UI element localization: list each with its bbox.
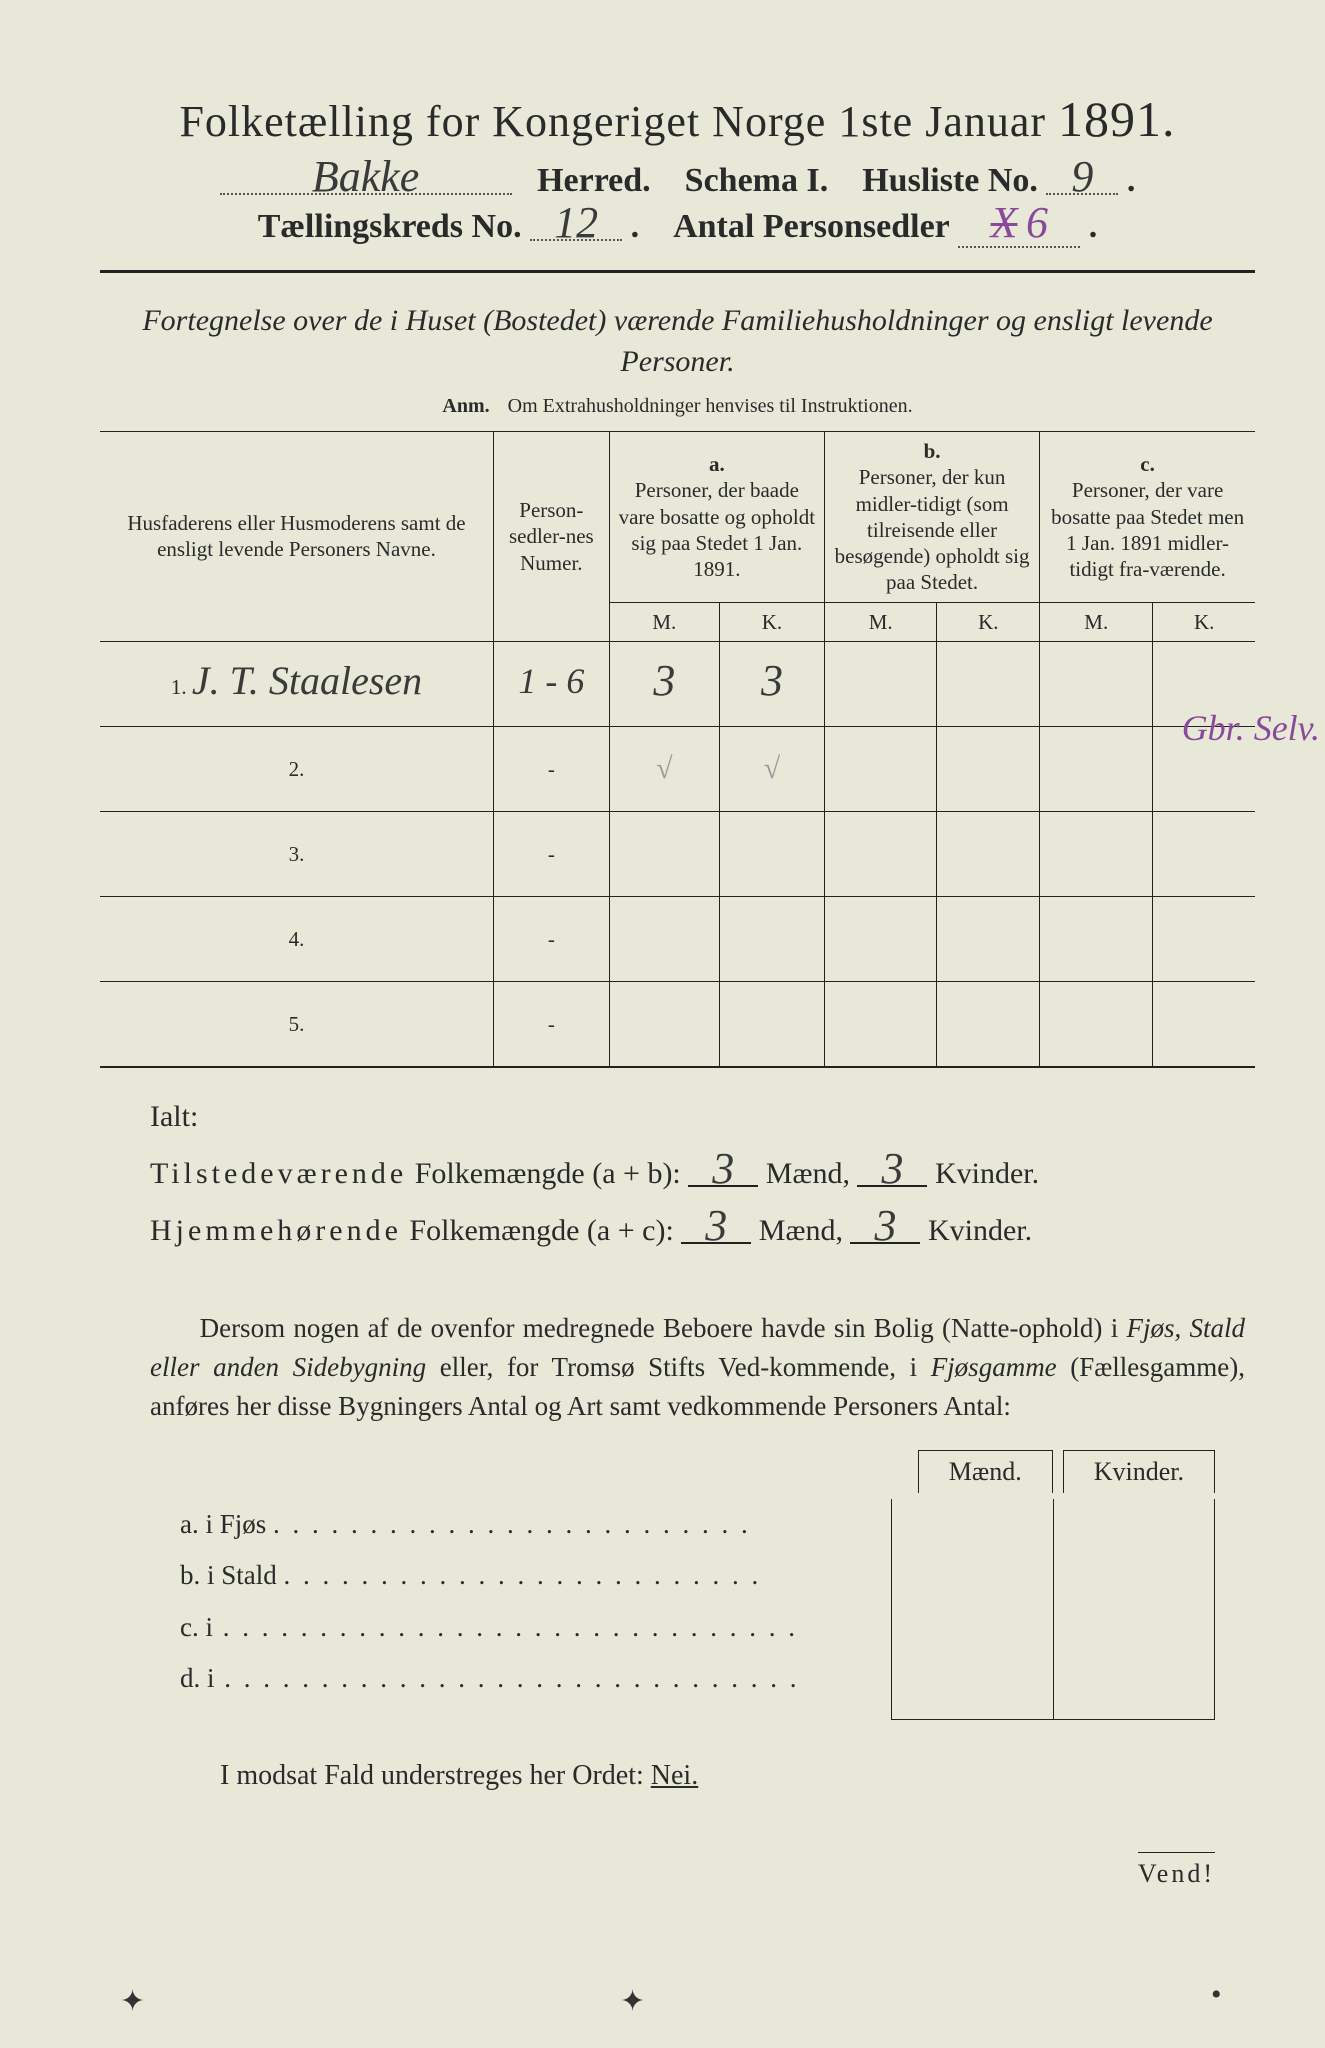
main-title: Folketælling for Kongeriget Norge 1ste J…	[100, 90, 1255, 148]
col-name: Husfaderens eller Husmoderens samt de en…	[100, 432, 493, 642]
subtitle: Fortegnelse over de i Huset (Bostedet) v…	[140, 301, 1215, 382]
mk-maend: Mænd.	[918, 1450, 1053, 1493]
col-b-m: M.	[824, 602, 936, 641]
schema-label: Schema I.	[685, 162, 829, 199]
row-am: 3	[609, 641, 719, 726]
col-a-k: K.	[719, 602, 824, 641]
husliste-value: 9	[1046, 162, 1118, 195]
line-kreds: Tællingskreds No. 12 . Antal Personsedle…	[100, 208, 1255, 248]
col-c: c. Personer, der vare bosatte paa Stedet…	[1040, 432, 1255, 603]
row-bk	[937, 641, 1040, 726]
totals-line-2: Hjemmehørende Folkemængde (a + c): 3 Mæn…	[150, 1202, 1255, 1259]
col-c-k: K.	[1153, 602, 1255, 641]
v2m: 3	[681, 1211, 751, 1244]
antal-value: 6	[1026, 198, 1048, 247]
totals-block: Ialt: Tilstedeværende Folkemængde (a + b…	[150, 1088, 1255, 1259]
table-row: 4. -	[100, 896, 1255, 981]
totals-line-1: Tilstedeværende Folkemængde (a + b): 3 M…	[150, 1145, 1255, 1202]
anm-text: Om Extrahusholdninger henvises til Instr…	[508, 395, 913, 417]
row-bm	[824, 641, 936, 726]
title-year: 1891.	[1058, 91, 1176, 147]
corner-mark-icon: •	[1211, 1978, 1235, 2002]
husliste-label: Husliste No.	[862, 162, 1038, 199]
antal-strike: X	[991, 198, 1018, 247]
herred-label: Herred.	[537, 162, 651, 199]
col-a-m: M.	[609, 602, 719, 641]
v2k: 3	[850, 1211, 920, 1244]
col-b-k: K.	[937, 602, 1040, 641]
anm-bold: Anm.	[442, 395, 489, 417]
paragraph: Dersom nogen af de ovenfor medregnede Be…	[150, 1309, 1245, 1426]
mk-header: Mænd. Kvinder.	[100, 1450, 1215, 1493]
nei-line: I modsat Fald understreges her Ordet: Ne…	[220, 1760, 1255, 1792]
mk-grid	[891, 1499, 1215, 1720]
margin-note: Gbr. Selv.	[1182, 707, 1320, 749]
row-ak: 3	[719, 641, 824, 726]
mk-kvinder: Kvinder.	[1063, 1450, 1215, 1493]
col-b: b. Personer, der kun midler-tidigt (som …	[824, 432, 1039, 603]
corner-mark-icon: ✦	[120, 1984, 144, 2008]
table-row: 1. J. T. Staalesen 1 - 6 3 3	[100, 641, 1255, 726]
divider-rule	[100, 270, 1255, 273]
nei-word: Nei.	[651, 1760, 698, 1791]
vend: Vend!	[1138, 1852, 1215, 1889]
main-table: Husfaderens eller Husmoderens samt de en…	[100, 431, 1255, 1066]
v1k: 3	[857, 1154, 927, 1187]
row-cm	[1040, 641, 1153, 726]
v1m: 3	[688, 1154, 758, 1187]
header-block: Folketælling for Kongeriget Norge 1ste J…	[100, 90, 1255, 248]
col-num: Person-sedler-nes Numer.	[493, 432, 609, 642]
anm-line: Anm. Om Extrahusholdninger henvises til …	[100, 392, 1255, 419]
table-row: 3. -	[100, 811, 1255, 896]
herred-value: Bakke	[220, 162, 512, 195]
antal-label: Antal Personsedler	[673, 208, 950, 245]
center-mark-icon: ✦	[620, 1984, 644, 2008]
col-a: a. Personer, der baade vare bosatte og o…	[609, 432, 824, 603]
kreds-label: Tællingskreds No.	[258, 208, 522, 245]
ialt-label: Ialt:	[150, 1088, 1255, 1145]
table-bottom-rule	[100, 1066, 1255, 1068]
ab-block: a. i Fjøs . . . . . . . . . . . . . . . …	[100, 1499, 1255, 1720]
title-text: Folketælling for Kongeriget Norge 1ste J…	[179, 97, 1046, 146]
row-num: 1 - 6	[493, 641, 609, 726]
antal-slot: X 6	[958, 208, 1080, 248]
row-name: 1. J. T. Staalesen	[100, 641, 493, 726]
col-c-m: M.	[1040, 602, 1153, 641]
kreds-value: 12	[530, 208, 622, 241]
table-row: 5. -	[100, 981, 1255, 1066]
line-herred: Bakke Herred. Schema I. Husliste No. 9 .	[100, 162, 1255, 200]
table-row: 2. - √ √	[100, 726, 1255, 811]
